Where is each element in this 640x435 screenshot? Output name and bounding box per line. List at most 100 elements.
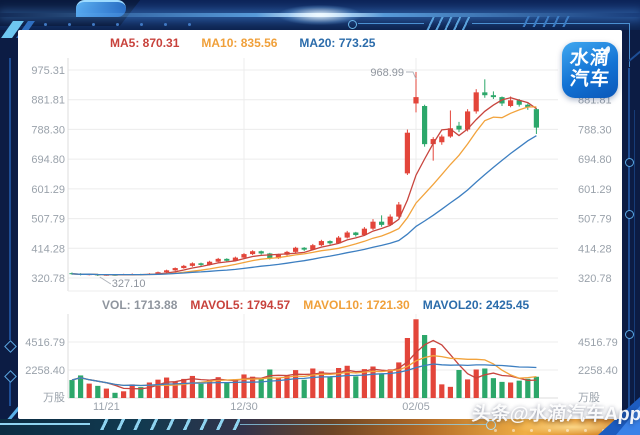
candle-body bbox=[327, 241, 333, 244]
ma20-legend-label: MA20: 773.25 bbox=[299, 36, 376, 50]
volume-bar bbox=[447, 386, 453, 398]
band-ring-icon bbox=[486, 420, 496, 430]
price-tick-right: 694.80 bbox=[578, 154, 612, 166]
band-chevrons bbox=[92, 419, 240, 430]
candle-body bbox=[155, 272, 161, 274]
kline-chart: 975.31975.31881.81881.81788.30788.30694.… bbox=[25, 58, 618, 413]
low-annotation: 327.10 bbox=[112, 278, 146, 290]
volume-bar bbox=[95, 385, 101, 398]
volume-bar bbox=[404, 337, 410, 398]
candle-body bbox=[275, 254, 281, 259]
hud-line bbox=[358, 23, 424, 24]
volume-bar bbox=[164, 377, 170, 398]
circuit-line-right bbox=[628, 68, 630, 412]
mavol10-legend-label: MAVOL10: 1721.30 bbox=[303, 298, 410, 312]
volume-bar bbox=[353, 376, 359, 398]
volume-bar bbox=[379, 373, 385, 398]
volume-tick-left: 2258.40 bbox=[25, 365, 65, 377]
candle-body bbox=[482, 92, 488, 96]
volume-bar bbox=[439, 384, 445, 398]
volume-bar bbox=[499, 381, 505, 398]
candle-body bbox=[404, 132, 410, 174]
logo-text-line1: 水滴 bbox=[568, 48, 612, 69]
candle-body bbox=[189, 263, 195, 266]
hud-circle-icon bbox=[348, 20, 357, 29]
volume-bar bbox=[456, 369, 462, 398]
volume-bar bbox=[301, 379, 307, 398]
candle-body bbox=[439, 136, 445, 143]
annotation-connector bbox=[406, 71, 417, 80]
volume-bar bbox=[215, 377, 221, 398]
candle-body bbox=[490, 95, 496, 98]
volume-bar bbox=[422, 335, 428, 398]
price-tick-right: 320.78 bbox=[578, 273, 612, 285]
price-ma-legend: MA5: 870.31 MA10: 835.56 MA20: 773.25 bbox=[110, 36, 375, 50]
price-tick-right: 507.79 bbox=[578, 214, 612, 226]
volume-bar bbox=[387, 369, 393, 398]
vol-legend-label: VOL: 1713.88 bbox=[102, 298, 178, 312]
volume-bar bbox=[465, 379, 471, 398]
candle-body bbox=[318, 241, 324, 246]
circuit-node-ring bbox=[625, 330, 634, 339]
circuit-line-left bbox=[9, 382, 11, 406]
candle-body bbox=[336, 237, 342, 244]
candle-body bbox=[533, 109, 539, 128]
volume-bar bbox=[207, 380, 213, 398]
ma5-legend-label: MA5: 870.31 bbox=[110, 36, 180, 50]
candle-body bbox=[387, 216, 393, 225]
volume-bar bbox=[146, 382, 152, 398]
candle-body bbox=[301, 247, 307, 250]
price-tick-right: 414.28 bbox=[578, 243, 612, 255]
circuit-line-right bbox=[628, 50, 640, 62]
candle-body bbox=[293, 247, 299, 252]
candle-body bbox=[396, 204, 402, 217]
volume-bar bbox=[241, 374, 247, 398]
price-tick-right: 788.30 bbox=[578, 124, 612, 136]
volume-bar bbox=[482, 368, 488, 398]
candle-body bbox=[215, 258, 221, 262]
candle-body bbox=[370, 221, 376, 229]
candle-body bbox=[267, 253, 273, 259]
candle-body bbox=[198, 263, 204, 265]
candle-body bbox=[310, 245, 316, 250]
frame-dots-row bbox=[44, 23, 47, 26]
candle-body bbox=[379, 221, 385, 225]
volume-bar bbox=[138, 387, 144, 398]
volume-bar bbox=[361, 369, 367, 398]
annotation-connector bbox=[99, 276, 112, 285]
volume-bar bbox=[344, 365, 350, 398]
volume-bar bbox=[121, 391, 127, 398]
volume-bar bbox=[430, 348, 436, 398]
shuidi-auto-app-logo: 水滴 汽车 bbox=[562, 42, 618, 98]
logo-text-line2: 汽车 bbox=[568, 69, 612, 90]
ma20-line bbox=[71, 135, 537, 276]
volume-bar bbox=[232, 379, 238, 398]
volume-bar bbox=[473, 369, 479, 398]
date-label: 12/30 bbox=[230, 401, 258, 413]
candle-body bbox=[430, 139, 436, 145]
candle-body bbox=[207, 261, 213, 265]
volume-bar bbox=[275, 377, 281, 398]
volume-bar bbox=[516, 380, 522, 398]
candle-body bbox=[413, 97, 419, 104]
volume-bar bbox=[318, 371, 324, 398]
volume-bar bbox=[267, 369, 273, 398]
volume-tick-left: 4516.79 bbox=[25, 337, 65, 349]
volume-bar bbox=[533, 376, 539, 398]
candle-body bbox=[172, 268, 178, 271]
volume-bar bbox=[370, 366, 376, 398]
mavol20-line bbox=[71, 363, 537, 387]
volume-bar bbox=[310, 368, 316, 398]
candle-body bbox=[447, 128, 453, 137]
date-label: 11/21 bbox=[93, 401, 120, 413]
candle-body bbox=[181, 265, 187, 269]
candle-body bbox=[516, 100, 522, 105]
price-tick-left: 881.81 bbox=[31, 95, 65, 107]
volume-bar bbox=[189, 375, 195, 398]
ma10-legend-label: MA10: 835.56 bbox=[201, 36, 278, 50]
high-annotation: 968.99 bbox=[370, 67, 404, 79]
volume-tick-right: 2258.40 bbox=[578, 365, 618, 377]
price-tick-left: 788.30 bbox=[31, 124, 65, 136]
volume-bar bbox=[258, 378, 264, 398]
volume-bar bbox=[129, 384, 135, 398]
